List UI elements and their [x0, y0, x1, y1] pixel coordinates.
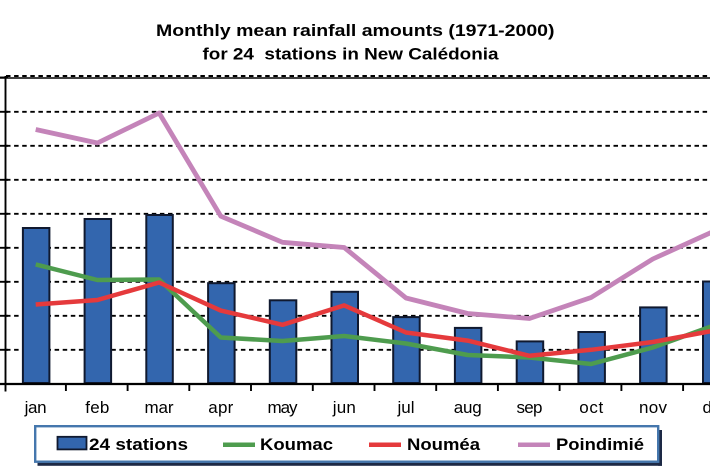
svg-text:sep: sep	[517, 398, 543, 417]
svg-text:may: may	[268, 398, 299, 417]
svg-text:for 24 stations in New Calédo: for 24 stations in New Calédonia	[203, 45, 500, 64]
svg-text:Poindimié: Poindimié	[556, 436, 644, 454]
svg-text:mar: mar	[145, 398, 174, 417]
svg-text:nov: nov	[639, 398, 668, 417]
svg-text:Koumac: Koumac	[260, 436, 333, 454]
svg-text:aug: aug	[454, 398, 482, 417]
svg-text:feb: feb	[85, 398, 109, 417]
svg-text:apr: apr	[208, 398, 233, 417]
svg-text:jun: jun	[332, 398, 356, 417]
svg-text:jul: jul	[397, 398, 415, 417]
svg-text:jan: jan	[24, 398, 47, 417]
svg-text:dec: dec	[703, 398, 710, 417]
svg-text:24 stations: 24 stations	[89, 436, 188, 454]
svg-text:Nouméa: Nouméa	[407, 436, 481, 454]
svg-text:oct: oct	[579, 398, 603, 417]
svg-text:Monthly mean rainfall amounts: Monthly mean rainfall amounts (1971-2000…	[156, 21, 555, 40]
